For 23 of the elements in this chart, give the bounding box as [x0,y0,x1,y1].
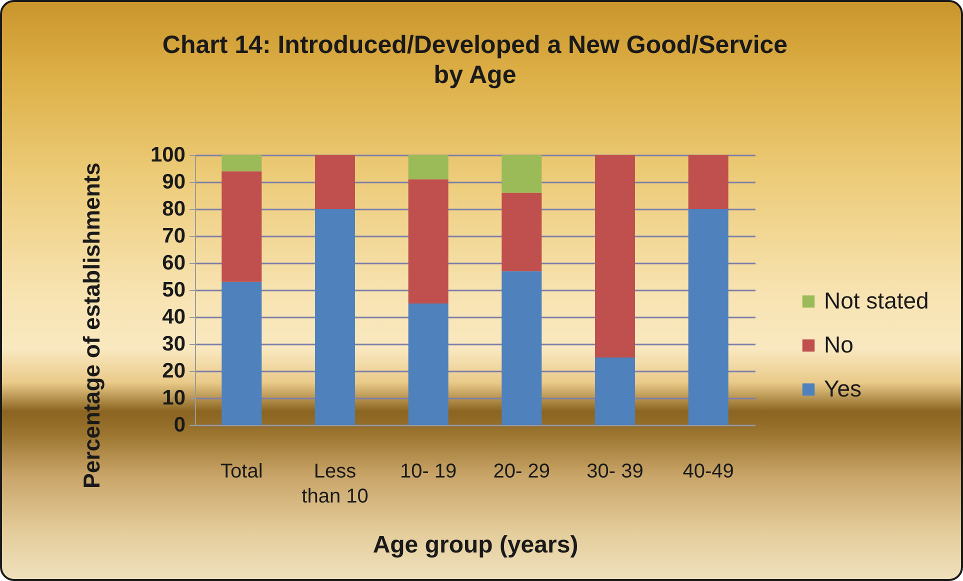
legend-label: No [824,332,854,358]
y-tick-label: 100 [150,144,186,166]
legend-label: Not stated [824,288,929,314]
y-tick-label: 50 [162,278,186,302]
legend-label: Yes [824,376,862,402]
x-tick-label: Less than 10 [302,460,368,508]
y-tick-label: 80 [162,198,186,220]
y-tick-label: 90 [162,170,186,194]
y-axis-title: Percentage of establishments [78,162,104,488]
x-axis-title: Age group (years) [372,532,578,558]
y-tick-label: 70 [162,224,186,248]
y-tick-label: 10 [162,386,186,410]
chart-title: Chart 14: Introduced/Developed a New Good/Service by Age [162,31,788,89]
x-tick-label: Total [220,460,263,482]
y-tick-label: 40 [162,306,186,328]
y-tick-label: 20 [162,360,186,382]
y-tick-label: 0 [174,414,186,436]
x-tick-label: 30- 39 [586,460,644,482]
y-tick-label: 60 [162,252,186,274]
x-tick-label: 10- 19 [400,460,457,482]
x-tick-label: 20- 29 [493,460,550,482]
y-tick-label: 30 [162,332,186,356]
x-tick-label: 40-49 [682,460,734,482]
